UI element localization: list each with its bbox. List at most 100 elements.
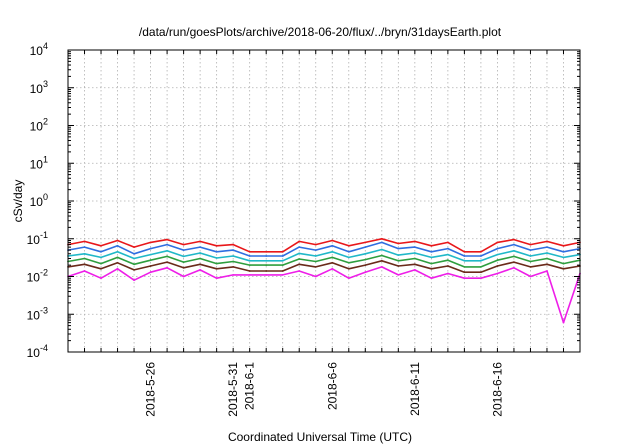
series-layer xyxy=(67,237,581,324)
series-point xyxy=(314,249,317,252)
series-point xyxy=(331,250,334,253)
series-point xyxy=(430,250,433,253)
series-point xyxy=(496,259,499,262)
series-point xyxy=(215,257,218,259)
y-tick-label: 104 xyxy=(30,41,48,58)
series-point xyxy=(281,270,284,272)
series-line-4 xyxy=(67,254,581,268)
series-point xyxy=(331,261,334,264)
series-point xyxy=(100,267,102,270)
series-point xyxy=(364,264,367,266)
y-tick-label: 10-1 xyxy=(27,230,48,247)
series-point xyxy=(149,259,152,262)
x-axis-ticks: 2018-5-26 2018-5-31 2018-6-1 2018-6-6 2018-6… xyxy=(84,50,564,417)
y-tick-label: 10-2 xyxy=(27,268,48,285)
series-point xyxy=(546,252,548,254)
series-point xyxy=(133,269,136,271)
series-point xyxy=(380,237,383,240)
series-point xyxy=(347,256,350,259)
series-point xyxy=(413,257,416,260)
series-point xyxy=(232,274,235,276)
series-point xyxy=(116,261,119,264)
series-point xyxy=(546,246,548,249)
series-point xyxy=(265,274,268,276)
y-tick-base: 10 xyxy=(27,233,41,247)
series-point xyxy=(232,243,235,246)
series-point xyxy=(265,255,268,257)
series-point xyxy=(347,244,350,247)
series-point xyxy=(281,250,284,253)
series-point xyxy=(413,252,416,254)
series-point xyxy=(513,249,515,252)
series-point xyxy=(133,252,136,255)
series-point xyxy=(562,244,565,247)
y-tick-base: 10 xyxy=(30,157,44,171)
series-point xyxy=(199,263,202,266)
series-point xyxy=(513,243,515,246)
series-point xyxy=(166,261,169,263)
series-point xyxy=(463,259,466,262)
series-point xyxy=(298,263,301,266)
y-tick-base: 10 xyxy=(30,44,44,58)
series-point xyxy=(413,246,416,249)
series-point xyxy=(133,246,136,249)
series-point xyxy=(166,238,169,241)
series-point xyxy=(182,243,185,246)
chart-title: /data/run/goesPlots/archive/2018-06-20/f… xyxy=(139,25,502,39)
series-point xyxy=(166,243,169,246)
series-point xyxy=(447,253,449,256)
series-point xyxy=(248,259,251,262)
series-point xyxy=(215,277,218,280)
y-tick-exponent: 2 xyxy=(43,117,48,127)
y-tick-base: 10 xyxy=(30,82,44,96)
series-point xyxy=(248,270,251,272)
series-point xyxy=(199,240,202,243)
x-tick-label: 2018-5-31 xyxy=(226,362,240,417)
series-point xyxy=(430,244,433,247)
series-point xyxy=(215,244,218,247)
series-point xyxy=(331,267,334,270)
y-tick-label: 10-4 xyxy=(27,343,48,360)
series-point xyxy=(215,262,218,265)
series-point xyxy=(397,274,400,276)
series-point xyxy=(562,321,565,324)
series-point xyxy=(347,267,350,270)
series-point xyxy=(149,241,152,244)
series-point xyxy=(546,270,548,272)
y-tick-base: 10 xyxy=(27,346,41,360)
x-tick-label: 2018-6-16 xyxy=(490,362,504,417)
series-point xyxy=(496,247,499,250)
series-point xyxy=(347,277,350,280)
series-point xyxy=(83,252,86,255)
y-tick-exponent: -3 xyxy=(40,305,48,315)
series-point xyxy=(397,242,400,245)
series-point xyxy=(116,250,119,253)
series-point xyxy=(380,266,383,268)
series-point xyxy=(496,265,499,267)
series-point xyxy=(480,277,482,280)
x-axis-label: Coordinated Universal Time (UTC) xyxy=(228,430,412,444)
series-point xyxy=(265,264,268,266)
series-line-3 xyxy=(67,248,581,262)
series-point xyxy=(562,256,565,259)
series-point xyxy=(182,249,185,252)
y-tick-exponent: 1 xyxy=(43,154,48,164)
series-point xyxy=(133,279,136,282)
series-point xyxy=(380,241,383,244)
x-tick-label: 2018-6-1 xyxy=(243,362,257,410)
series-point xyxy=(529,243,532,246)
y-tick-label: 102 xyxy=(30,117,48,134)
series-point xyxy=(480,250,482,253)
series-point xyxy=(480,255,482,257)
series-point xyxy=(83,270,86,272)
series-point xyxy=(397,254,400,256)
series-point xyxy=(380,259,383,262)
series-point xyxy=(199,252,202,254)
series-point xyxy=(529,255,532,257)
series-point xyxy=(133,257,136,260)
series-point xyxy=(463,271,466,274)
series-point xyxy=(331,239,334,242)
series-point xyxy=(447,259,449,262)
series-point xyxy=(248,264,251,266)
y-tick-exponent: 3 xyxy=(43,79,48,89)
